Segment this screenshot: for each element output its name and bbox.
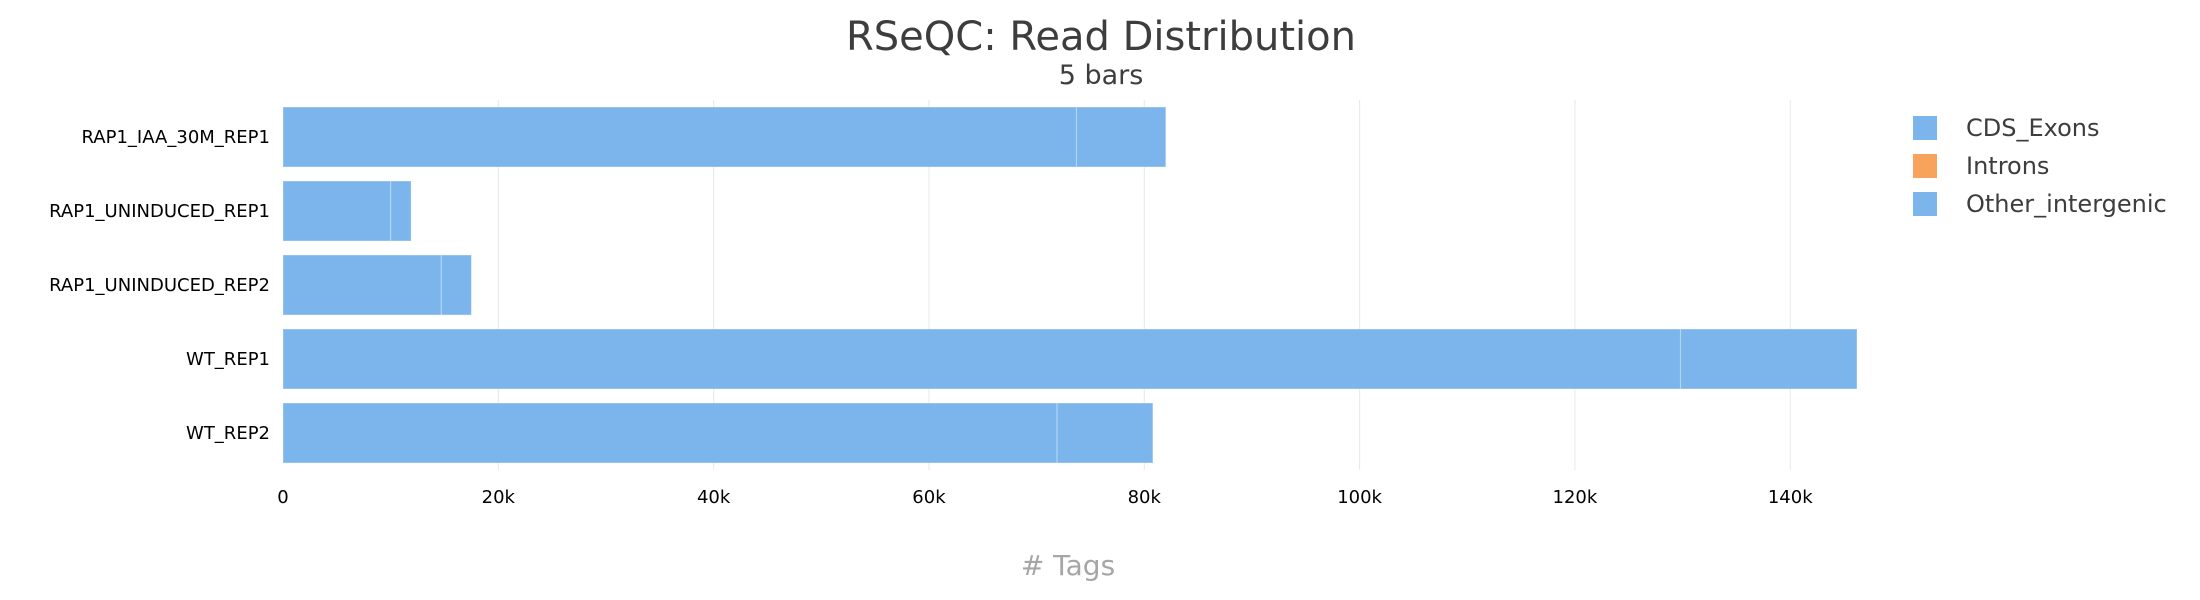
- legend-swatch[interactable]: [1913, 116, 1937, 140]
- category-label: WT_REP1: [186, 349, 270, 370]
- legend: CDS_Exons Introns Other_intergenic: [1913, 114, 2167, 218]
- bar-segment-cds-exons[interactable]: [282, 328, 1681, 390]
- bar-segment-other-intergenic[interactable]: [390, 180, 412, 242]
- category-label: RAP1_UNINDUCED_REP1: [49, 201, 270, 222]
- category-label: RAP1_UNINDUCED_REP2: [49, 275, 270, 296]
- x-axis-title: # Tags: [1021, 549, 1115, 582]
- x-tick-label: 0: [277, 487, 288, 508]
- bar-segment-other-intergenic[interactable]: [1679, 328, 1858, 390]
- x-tick-label: 100k: [1337, 487, 1382, 508]
- legend-label[interactable]: Introns: [1966, 152, 2049, 180]
- x-tick-label: 20k: [482, 487, 516, 508]
- bars: [282, 106, 1858, 464]
- bar-segment-other-intergenic[interactable]: [440, 254, 472, 316]
- bar-segment-cds-exons[interactable]: [282, 106, 1077, 168]
- category-labels: RAP1_IAA_30M_REP1 RAP1_UNINDUCED_REP1 RAP1…: [49, 127, 270, 444]
- bar-segment-cds-exons[interactable]: [282, 254, 442, 316]
- x-tick-label: 40k: [697, 487, 731, 508]
- legend-label[interactable]: Other_intergenic: [1966, 190, 2167, 218]
- legend-swatch[interactable]: [1913, 154, 1937, 178]
- legend-swatch[interactable]: [1913, 192, 1937, 216]
- bar-segment-other-intergenic[interactable]: [1056, 402, 1154, 464]
- chart-title: RSeQC: Read Distribution: [846, 14, 1356, 60]
- bar-segment-cds-exons[interactable]: [282, 180, 392, 242]
- x-tick-label: 80k: [1128, 487, 1162, 508]
- legend-label[interactable]: CDS_Exons: [1966, 114, 2100, 142]
- bar-segment-other-intergenic[interactable]: [1075, 106, 1167, 168]
- category-label: WT_REP2: [186, 423, 270, 444]
- category-label: RAP1_IAA_30M_REP1: [82, 127, 270, 148]
- chart-subtitle: 5 bars: [1059, 60, 1144, 91]
- bar-segment-cds-exons[interactable]: [282, 402, 1058, 464]
- x-tick-label: 120k: [1553, 487, 1598, 508]
- x-tick-labels: 0 20k 40k 60k 80k 100k 120k 140k: [277, 487, 1813, 508]
- x-tick-label: 60k: [912, 487, 946, 508]
- x-tick-label: 140k: [1768, 487, 1813, 508]
